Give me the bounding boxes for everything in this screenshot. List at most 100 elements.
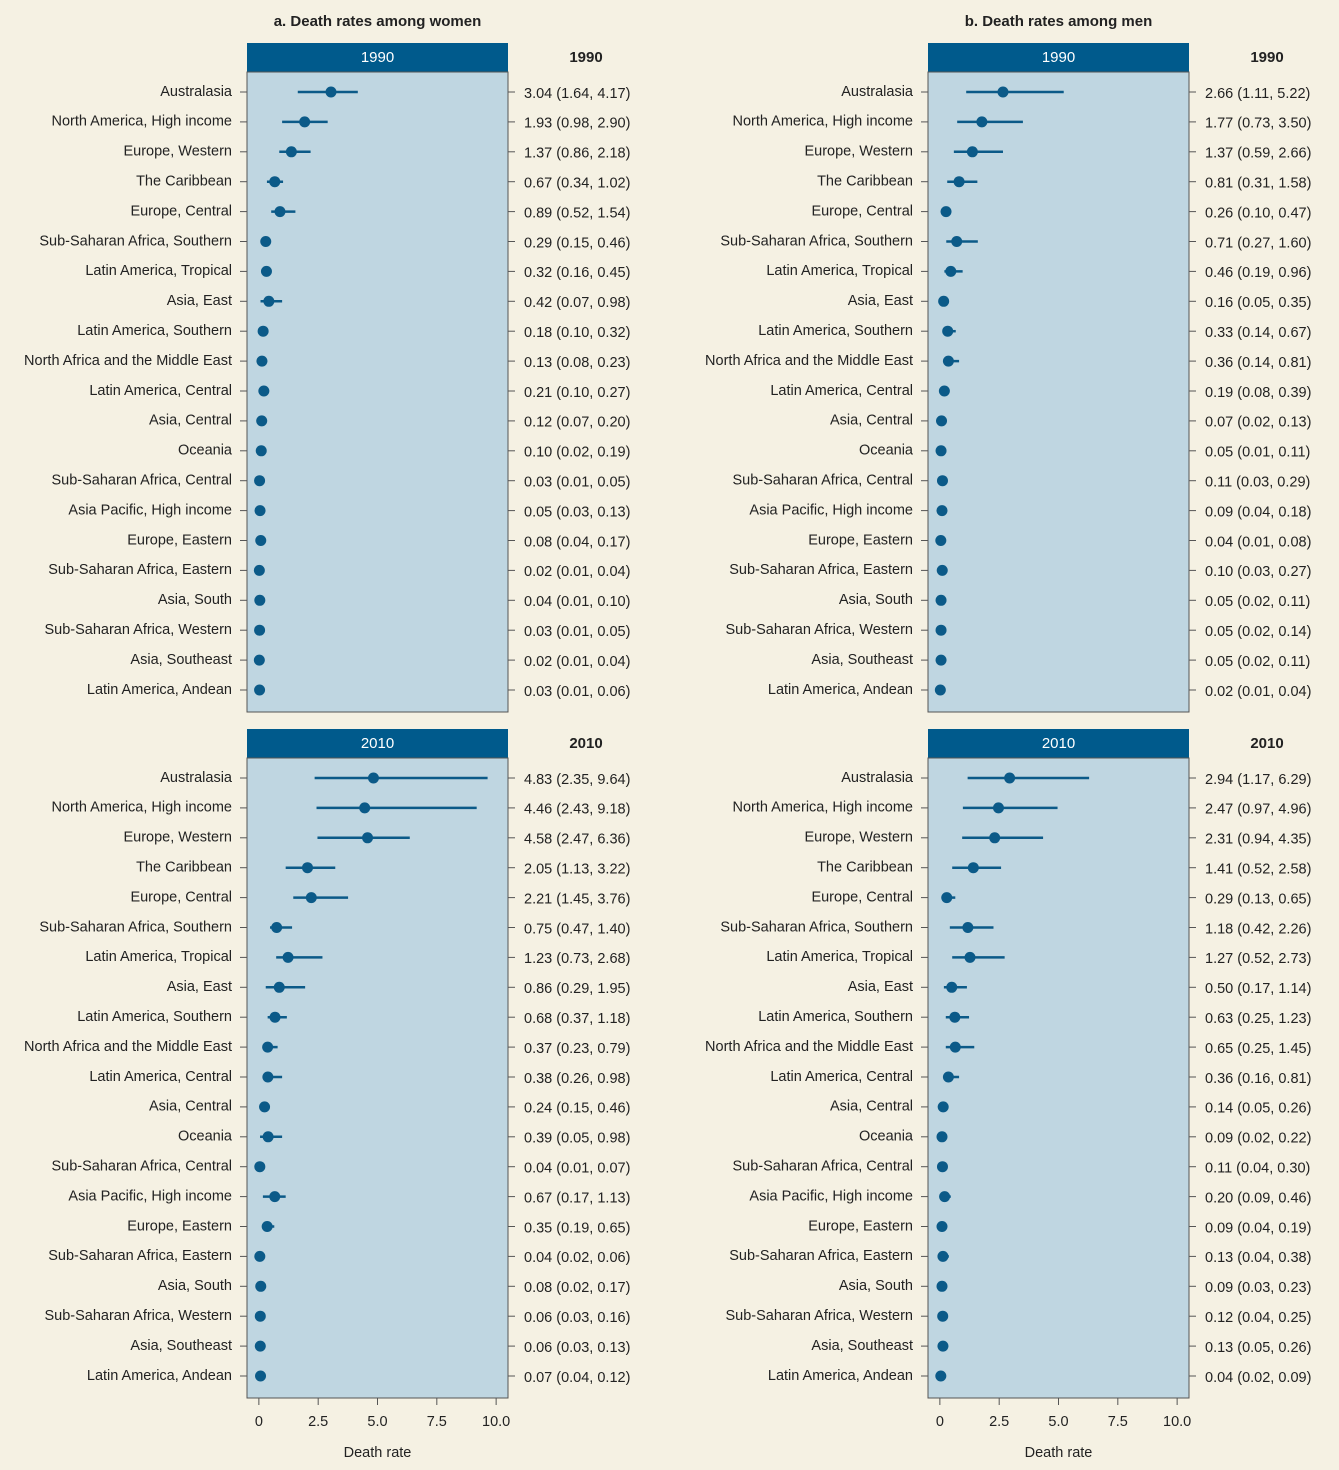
category-label: Asia, East xyxy=(167,979,232,995)
category-label: Oceania xyxy=(859,1129,914,1145)
point-estimate xyxy=(254,505,266,517)
x-tick-label: 5.0 xyxy=(1048,1414,1068,1430)
category-label: Latin America, Central xyxy=(89,1069,232,1085)
value-label: 2.66 (1.11, 5.22) xyxy=(1205,86,1310,102)
value-label: 0.13 (0.04, 0.38) xyxy=(1205,1250,1311,1266)
point-estimate xyxy=(935,1370,947,1382)
value-label: 0.02 (0.01, 0.04) xyxy=(1205,684,1311,700)
category-label: Sub-Saharan Africa, Eastern xyxy=(729,1248,913,1264)
value-label: 1.93 (0.98, 2.90) xyxy=(524,116,630,132)
category-label: North America, High income xyxy=(732,800,913,816)
category-label: Latin America, Central xyxy=(89,383,232,399)
point-estimate xyxy=(942,355,954,367)
point-estimate xyxy=(936,1221,948,1232)
category-label: Asia, East xyxy=(848,979,913,995)
category-label: Latin America, Southern xyxy=(758,1009,913,1025)
value-label: 0.46 (0.19, 0.96) xyxy=(1205,265,1311,281)
category-label: Oceania xyxy=(859,443,914,459)
value-label: 0.10 (0.02, 0.19) xyxy=(524,445,630,461)
category-label: Asia, South xyxy=(158,1278,232,1294)
point-estimate xyxy=(935,535,947,546)
plot-area xyxy=(927,757,1190,1399)
point-estimate xyxy=(989,832,1001,844)
value-label: 0.11 (0.03, 0.29) xyxy=(1205,475,1310,491)
panel-header xyxy=(247,43,508,72)
plot-area xyxy=(927,71,1190,713)
category-label: North America, High income xyxy=(51,114,232,130)
category-label: Sub-Saharan Africa, Southern xyxy=(39,233,232,249)
point-estimate xyxy=(254,1161,266,1173)
value-label: 0.14 (0.05, 0.26) xyxy=(1205,1101,1311,1117)
value-label: 0.29 (0.15, 0.46) xyxy=(524,235,630,251)
value-label: 0.36 (0.16, 0.81) xyxy=(1205,1071,1311,1087)
category-label: Asia Pacific, High income xyxy=(68,502,232,518)
point-estimate xyxy=(997,86,1009,98)
panel-header-label: 1990 xyxy=(1042,49,1075,66)
value-label: 0.05 (0.02, 0.11) xyxy=(1205,654,1310,670)
point-estimate xyxy=(949,1041,961,1053)
point-estimate xyxy=(259,1101,271,1113)
value-label: 0.26 (0.10, 0.47) xyxy=(1205,205,1311,221)
value-label: 0.05 (0.02, 0.11) xyxy=(1205,594,1310,610)
point-estimate xyxy=(254,1250,266,1262)
category-label: Sub-Saharan Africa, Central xyxy=(732,1159,913,1175)
point-estimate xyxy=(257,325,269,337)
point-estimate xyxy=(936,1280,948,1292)
point-estimate xyxy=(285,146,297,158)
value-label: 0.89 (0.52, 1.54) xyxy=(524,205,630,221)
point-estimate xyxy=(260,265,272,277)
category-label: Latin America, Tropical xyxy=(766,949,913,965)
point-estimate xyxy=(263,295,275,307)
point-estimate xyxy=(254,594,266,606)
category-label: Asia, Central xyxy=(830,1099,913,1115)
point-estimate xyxy=(936,1161,948,1173)
category-label: Latin America, Andean xyxy=(768,682,913,698)
panel-header-label: 2010 xyxy=(361,735,394,752)
x-axis-label: Death rate xyxy=(1025,1445,1093,1461)
point-estimate xyxy=(934,684,946,696)
value-label: 0.67 (0.17, 1.13) xyxy=(524,1190,630,1206)
point-estimate xyxy=(937,1310,949,1322)
value-label: 0.05 (0.01, 0.11) xyxy=(1205,445,1310,461)
column-header: 1990 xyxy=(569,49,602,66)
category-label: Latin America, Tropical xyxy=(85,949,232,965)
column-header: 2010 xyxy=(1250,735,1283,752)
value-label: 0.02 (0.01, 0.04) xyxy=(524,654,630,670)
x-tick-label: 2.5 xyxy=(308,1414,328,1430)
category-label: Europe, Eastern xyxy=(808,532,913,548)
point-estimate xyxy=(942,1071,954,1083)
point-estimate xyxy=(254,684,266,696)
column-header: 1990 xyxy=(1250,49,1283,66)
point-estimate xyxy=(325,86,337,98)
category-label: Sub-Saharan Africa, Eastern xyxy=(729,562,913,578)
point-estimate xyxy=(945,265,957,277)
point-estimate xyxy=(359,802,371,814)
point-estimate xyxy=(967,862,979,874)
value-label: 0.04 (0.01, 0.08) xyxy=(1205,534,1311,550)
value-label: 0.12 (0.04, 0.25) xyxy=(1205,1310,1311,1326)
category-label: Sub-Saharan Africa, Central xyxy=(732,473,913,489)
category-label: North Africa and the Middle East xyxy=(705,353,913,369)
point-estimate xyxy=(254,624,266,636)
point-estimate xyxy=(976,116,988,128)
value-label: 2.94 (1.17, 6.29) xyxy=(1205,772,1311,788)
point-estimate xyxy=(936,1131,948,1143)
category-label: Asia, East xyxy=(167,293,232,309)
point-estimate xyxy=(362,832,374,844)
point-estimate xyxy=(253,654,265,666)
point-estimate xyxy=(254,1340,266,1352)
category-label: Asia Pacific, High income xyxy=(749,1188,913,1204)
value-label: 0.05 (0.03, 0.13) xyxy=(524,504,630,520)
value-label: 0.19 (0.08, 0.39) xyxy=(1205,385,1311,401)
category-label: Europe, Central xyxy=(811,203,913,219)
category-label: Asia Pacific, High income xyxy=(749,502,913,518)
category-label: North America, High income xyxy=(732,114,913,130)
column-header: 2010 xyxy=(569,735,602,752)
value-label: 0.16 (0.05, 0.35) xyxy=(1205,295,1311,311)
category-label: Sub-Saharan Africa, Central xyxy=(51,473,232,489)
value-label: 0.03 (0.01, 0.06) xyxy=(524,684,630,700)
category-label: Europe, Eastern xyxy=(127,1218,232,1234)
category-label: Sub-Saharan Africa, Central xyxy=(51,1159,232,1175)
category-label: Sub-Saharan Africa, Western xyxy=(725,622,913,638)
